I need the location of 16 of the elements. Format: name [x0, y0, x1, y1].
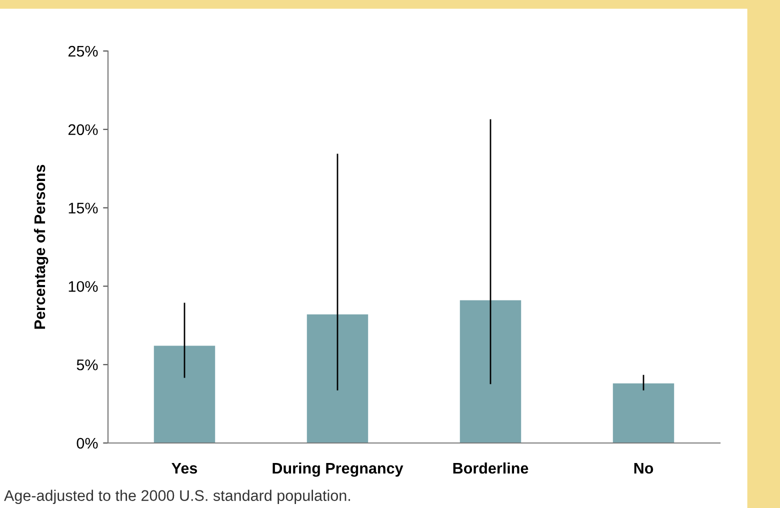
x-tick-label: Borderline	[453, 462, 528, 474]
x-tick-label: During Pregnancy	[272, 462, 404, 477]
bar	[154, 346, 216, 443]
y-axis-title: Percentage of Persons	[34, 164, 48, 329]
y-tick-label: 15%	[68, 202, 98, 214]
text: Age-adjusted to the 2000 U.S. standard population.	[4, 490, 350, 504]
y-tick-label: 5%	[76, 360, 98, 370]
bar	[460, 300, 522, 443]
x-tick-label: Yes	[172, 463, 198, 474]
y-tick-label: 10%	[68, 281, 98, 292]
y-tick-label: 20%	[68, 124, 98, 136]
x-tick-label: No	[634, 463, 654, 474]
y-tick-label: 0%	[76, 438, 98, 449]
bar	[612, 383, 674, 443]
y-tick-label: 25%	[68, 46, 98, 57]
bar	[306, 314, 368, 443]
